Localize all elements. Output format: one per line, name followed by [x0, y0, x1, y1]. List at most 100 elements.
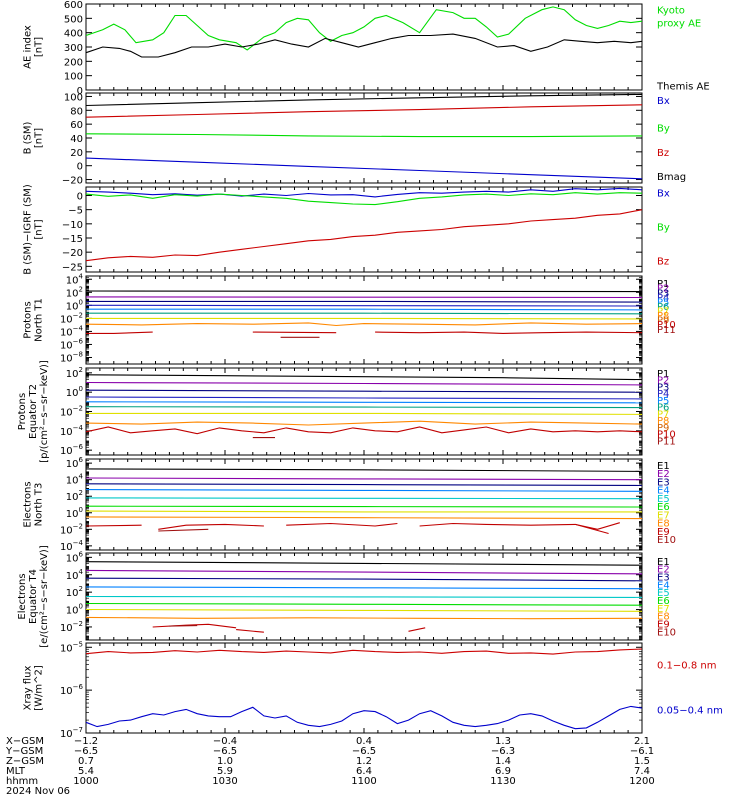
legend-entry: P5 — [657, 396, 669, 407]
legend-entry: E10 — [657, 627, 676, 638]
legend-entry: P7 — [657, 307, 669, 318]
panel-frame — [85, 458, 643, 551]
y-tick-label: 10−4 — [60, 324, 84, 338]
legend-entry: Bx — [657, 189, 670, 200]
y-axis-label: B (SM)−IGRF (SM) — [23, 184, 34, 275]
legend-entry: E10 — [657, 535, 676, 546]
legend-entry: E7 — [657, 510, 670, 521]
x-row-value: 1.0 — [217, 756, 233, 767]
series-line-e7 — [85, 608, 643, 612]
legend-entry: By — [657, 223, 670, 234]
series-line-bmag — [85, 93, 643, 107]
y-tick-label: 0 — [77, 86, 83, 97]
legend-entry: E1 — [657, 461, 670, 472]
legend-entry: E4 — [657, 486, 670, 497]
series-line-e4 — [85, 489, 643, 492]
y-axis-label: [e/(cm²−s−sr−keV)] — [39, 545, 50, 648]
series-line-e8 — [85, 616, 643, 620]
legend-entry: E3 — [657, 477, 670, 488]
legend-entry: P9 — [657, 423, 669, 434]
y-tick-label: 106 — [66, 550, 84, 564]
legend-entry: P11 — [657, 325, 676, 336]
series-line-0-1-0-8-nm — [85, 648, 643, 655]
series-line-p9 — [85, 426, 643, 435]
legend-entry: E9 — [657, 619, 670, 630]
legend-entry: E6 — [657, 502, 670, 513]
series-line-p3 — [85, 389, 643, 393]
legend-entry: E1 — [657, 557, 670, 568]
x-row-value: −0.4 — [213, 736, 237, 747]
y-axis-label: [nT] — [34, 219, 45, 239]
x-row-value: −6.3 — [491, 746, 515, 757]
panel-elec_e: 10−2 100 102 104 106 Electrons Equator T4 [e/(c… — [17, 545, 676, 648]
y-tick-label: 200 — [64, 57, 83, 68]
series-line-e1 — [85, 561, 643, 566]
y-tick-label: −20 — [62, 176, 83, 187]
series-line-e10 — [169, 625, 198, 627]
y-tick-label: 10−6 — [60, 683, 84, 697]
legend-entry: P3 — [657, 288, 669, 299]
y-tick-label: 300 — [64, 43, 83, 54]
series-line-e6 — [85, 602, 643, 606]
legend-entry: E3 — [657, 572, 670, 583]
y-axis-label: AE index — [23, 25, 34, 69]
y-tick-label: 10−5 — [60, 640, 83, 654]
x-row-value: 1200 — [629, 776, 654, 787]
y-tick-label: 10−6 — [60, 443, 84, 457]
legend-entry: 0.1−0.8 nm — [657, 660, 716, 671]
panel-bsm: −20 0 20 40 60 80 100 B (SM) [nT] Bx By Bz Bmag — [23, 92, 687, 186]
panel-xray: 10−7 10−6 10−5 Xray flux [W/m^2] 0.1−0.8 nm 0.… — [23, 640, 723, 740]
y-tick-label: −5 — [68, 206, 83, 217]
series-line-e10 — [158, 528, 209, 532]
legend-entry: P1 — [657, 279, 669, 290]
legend-entry: Kyoto — [657, 6, 685, 17]
legend-entry: Bmag — [657, 172, 686, 183]
legend-entry: P10 — [657, 320, 676, 331]
y-tick-label: 102 — [66, 585, 83, 599]
series-line-p1 — [85, 290, 643, 293]
legend-entry: E5 — [657, 494, 670, 505]
y-axis-label: [W/m^2] — [34, 665, 45, 711]
x-row-label: Y−GSM — [5, 746, 43, 757]
x-row-label: Z−GSM — [6, 756, 44, 767]
x-row-label: X−GSM — [6, 736, 44, 747]
y-tick-label: 104 — [66, 568, 84, 582]
legend-entry: 0.05−0.4 nm — [657, 705, 723, 716]
legend-entry: Themis AE — [656, 82, 710, 93]
x-row-value: −1.2 — [74, 736, 98, 747]
x-row-value: 5.4 — [78, 766, 94, 777]
x-row-label: MLT — [6, 766, 26, 777]
legend-entry: E8 — [657, 519, 670, 530]
y-tick-label: 102 — [66, 285, 83, 299]
x-row-value: −6.5 — [74, 746, 98, 757]
series-line-p9 — [375, 331, 643, 334]
series-line-e3 — [85, 483, 643, 487]
series-line-e9 — [419, 522, 620, 530]
series-line-bz — [85, 104, 643, 118]
y-tick-label: −25 — [62, 262, 83, 273]
x-row-value: 1.3 — [495, 736, 511, 747]
x-row-value: 7.4 — [634, 766, 650, 777]
x-row-value: −6.5 — [352, 746, 376, 757]
legend-entry: P10 — [657, 430, 676, 441]
y-tick-label: 80 — [70, 106, 83, 117]
y-tick-label: 400 — [64, 29, 83, 40]
legend-entry: P3 — [657, 382, 669, 393]
legend-entry: proxy AE — [657, 19, 701, 30]
y-tick-label: 102 — [66, 489, 83, 503]
series-line-e8 — [85, 516, 643, 520]
y-tick-label: 100 — [66, 298, 83, 312]
y-axis-label: [p/(cm²−s−sr−keV)] — [39, 360, 50, 463]
series-line-p6 — [85, 406, 643, 409]
series-line-p7 — [86, 317, 643, 320]
series-line-by — [85, 133, 643, 138]
series-line-e5 — [85, 497, 643, 500]
series-line-e9 — [158, 523, 264, 530]
x-row-value: 1.2 — [356, 756, 372, 767]
y-tick-label: 10−6 — [60, 337, 84, 351]
x-row-label: hhmm — [6, 776, 38, 787]
series-line-e9 — [575, 523, 609, 535]
series-line-p7 — [86, 412, 643, 415]
series-line-p8 — [85, 420, 643, 426]
series-line-e3 — [85, 577, 643, 582]
